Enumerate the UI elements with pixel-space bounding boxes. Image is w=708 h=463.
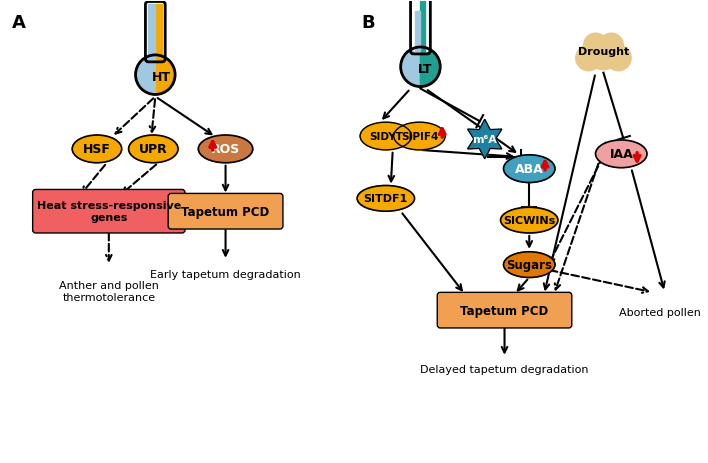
Text: Drought: Drought	[578, 47, 629, 57]
Text: ROS: ROS	[211, 143, 240, 156]
Ellipse shape	[198, 136, 253, 163]
Text: B: B	[361, 14, 375, 32]
Bar	[413, 0, 428, 52]
Text: SITDF1: SITDF1	[364, 194, 408, 204]
Text: Sugars: Sugars	[506, 258, 552, 271]
Bar	[416, 13, 421, 52]
Text: Heat stress-responsive
genes: Heat stress-responsive genes	[37, 201, 181, 223]
Bar	[155, 6, 162, 60]
Wedge shape	[135, 56, 155, 95]
Circle shape	[576, 46, 602, 72]
Text: A: A	[12, 14, 25, 32]
Circle shape	[600, 34, 623, 58]
Text: Tapetum PCD: Tapetum PCD	[181, 205, 270, 218]
Wedge shape	[401, 48, 421, 88]
FancyBboxPatch shape	[169, 194, 283, 230]
Ellipse shape	[394, 123, 445, 150]
Text: Early tapetum degradation: Early tapetum degradation	[150, 269, 301, 279]
Circle shape	[583, 34, 607, 58]
Ellipse shape	[501, 208, 558, 233]
Ellipse shape	[72, 136, 122, 163]
Text: IAA: IAA	[610, 148, 633, 161]
Ellipse shape	[503, 156, 555, 183]
Ellipse shape	[357, 186, 414, 212]
Circle shape	[605, 46, 631, 72]
Text: SIDYT: SIDYT	[369, 132, 403, 142]
Bar	[149, 6, 155, 60]
Wedge shape	[155, 56, 175, 95]
Text: HSF: HSF	[83, 143, 111, 156]
FancyBboxPatch shape	[438, 293, 572, 328]
Text: HT: HT	[152, 71, 171, 84]
Text: SICWINs: SICWINs	[503, 216, 555, 225]
Text: Aborted pollen: Aborted pollen	[619, 307, 701, 318]
FancyBboxPatch shape	[33, 190, 185, 233]
Text: SIPIF4: SIPIF4	[401, 132, 438, 142]
Ellipse shape	[595, 141, 647, 169]
Ellipse shape	[360, 123, 411, 150]
Polygon shape	[467, 120, 502, 159]
Text: m⁶A: m⁶A	[472, 135, 497, 144]
Circle shape	[587, 37, 620, 70]
Text: ABA: ABA	[515, 163, 544, 176]
Text: Anther and pollen
thermotolerance: Anther and pollen thermotolerance	[59, 281, 159, 302]
Ellipse shape	[129, 136, 178, 163]
Text: Tapetum PCD: Tapetum PCD	[460, 304, 549, 317]
Wedge shape	[421, 48, 440, 88]
Text: LT: LT	[418, 63, 433, 76]
Bar	[421, 2, 426, 52]
Ellipse shape	[503, 252, 555, 278]
Text: UPR: UPR	[139, 143, 168, 156]
Text: Delayed tapetum degradation: Delayed tapetum degradation	[421, 364, 589, 374]
